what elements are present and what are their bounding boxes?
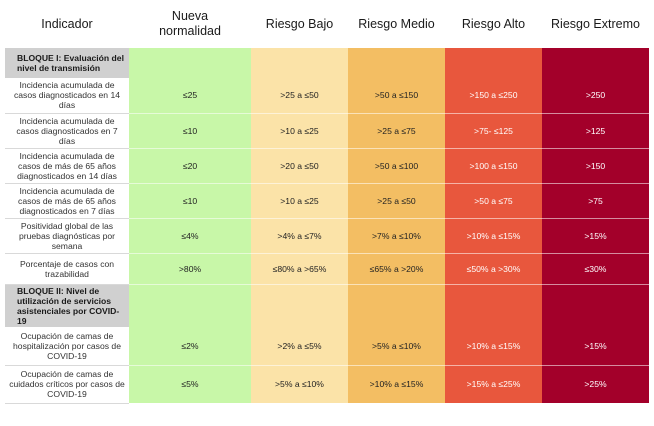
- value-riesgo-extremo: >15%: [542, 327, 649, 366]
- header-row: Indicador Nueva normalidad Riesgo Bajo R…: [5, 0, 649, 48]
- value-riesgo-medio: >7% a ≤10%: [348, 218, 445, 254]
- indicator-label: Ocupación de camas de cuidados críticos …: [5, 365, 129, 404]
- value-nueva-normalidad: ≤20: [129, 148, 251, 184]
- cell-riesgo-bajo: [251, 284, 348, 327]
- value-riesgo-bajo: >4% a ≤7%: [251, 218, 348, 254]
- value-nueva-normalidad: ≤25: [129, 78, 251, 114]
- indicator-label: Incidencia acumulada de casos de más de …: [5, 148, 129, 184]
- value-riesgo-bajo: ≤80% a >65%: [251, 253, 348, 285]
- value-riesgo-extremo: >125: [542, 113, 649, 149]
- indicator-label: Porcentaje de casos con trazabilidad: [5, 253, 129, 285]
- value-nueva-normalidad: ≤4%: [129, 218, 251, 254]
- indicator-label: Incidencia acumulada de casos de más de …: [5, 183, 129, 219]
- value-riesgo-extremo: >250: [542, 78, 649, 114]
- cell-riesgo-alto: [445, 48, 542, 78]
- table-row: Incidencia acumulada de casos diagnostic…: [5, 113, 649, 149]
- value-riesgo-extremo: >25%: [542, 365, 649, 404]
- value-riesgo-extremo: >75: [542, 183, 649, 219]
- value-riesgo-alto: >100 a ≤150: [445, 148, 542, 184]
- cell-nueva-normalidad: [129, 48, 251, 78]
- value-riesgo-bajo: >2% a ≤5%: [251, 327, 348, 366]
- table-row: Incidencia acumulada de casos de más de …: [5, 183, 649, 219]
- value-riesgo-alto: ≤50% a >30%: [445, 253, 542, 285]
- value-riesgo-alto: >10% a ≤15%: [445, 327, 542, 366]
- value-riesgo-alto: >150 a ≤250: [445, 78, 542, 114]
- header-riesgo-bajo: Riesgo Bajo: [265, 16, 334, 31]
- value-riesgo-alto: >10% a ≤15%: [445, 218, 542, 254]
- value-riesgo-medio: >5% a ≤10%: [348, 327, 445, 366]
- table-row: Positividad global de las pruebas diagnó…: [5, 218, 649, 254]
- value-nueva-normalidad: ≤10: [129, 113, 251, 149]
- header-riesgo-alto: Riesgo Alto: [461, 16, 526, 31]
- header-indicator: Indicador: [41, 16, 93, 31]
- risk-indicator-table: Indicador Nueva normalidad Riesgo Bajo R…: [5, 0, 649, 404]
- cell-nueva-normalidad: [129, 284, 251, 327]
- value-riesgo-bajo: >25 a ≤50: [251, 78, 348, 114]
- cell-riesgo-medio: [348, 284, 445, 327]
- cell-riesgo-extremo: [542, 48, 649, 78]
- value-riesgo-bajo: >5% a ≤10%: [251, 365, 348, 404]
- block-header-row: BLOQUE II: Nivel de utilización de servi…: [5, 284, 649, 327]
- value-riesgo-extremo: >150: [542, 148, 649, 184]
- value-riesgo-bajo: >10 a ≤25: [251, 183, 348, 219]
- value-riesgo-medio: ≤65% a >20%: [348, 253, 445, 285]
- value-riesgo-medio: >50 a ≤100: [348, 148, 445, 184]
- cell-riesgo-medio: [348, 48, 445, 78]
- value-nueva-normalidad: ≤2%: [129, 327, 251, 366]
- header-riesgo-extremo: Riesgo Extremo: [551, 16, 640, 31]
- table-row: Ocupación de camas de hospitalización po…: [5, 327, 649, 366]
- table-row: Ocupación de camas de cuidados críticos …: [5, 365, 649, 404]
- header-riesgo-medio: Riesgo Medio: [358, 16, 435, 31]
- indicator-label: Ocupación de camas de hospitalización po…: [5, 327, 129, 366]
- indicator-label: Incidencia acumulada de casos diagnostic…: [5, 113, 129, 149]
- value-riesgo-extremo: ≤30%: [542, 253, 649, 285]
- indicator-label: Incidencia acumulada de casos diagnostic…: [5, 78, 129, 114]
- value-riesgo-medio: >25 a ≤50: [348, 183, 445, 219]
- value-riesgo-bajo: >20 a ≤50: [251, 148, 348, 184]
- value-nueva-normalidad: ≤5%: [129, 365, 251, 404]
- value-riesgo-alto: >15% a ≤25%: [445, 365, 542, 404]
- block-header-row: BLOQUE I: Evaluación del nivel de transm…: [5, 48, 649, 78]
- value-riesgo-alto: >75- ≤125: [445, 113, 542, 149]
- indicator-label: Positividad global de las pruebas diagnó…: [5, 218, 129, 254]
- table-row: Porcentaje de casos con trazabilidad >80…: [5, 253, 649, 285]
- value-riesgo-extremo: >15%: [542, 218, 649, 254]
- block-title: BLOQUE I: Evaluación del nivel de transm…: [5, 48, 129, 78]
- header-nueva-normalidad: Nueva normalidad: [159, 9, 221, 38]
- value-riesgo-medio: >10% a ≤15%: [348, 365, 445, 404]
- table-row: Incidencia acumulada de casos diagnostic…: [5, 78, 649, 114]
- cell-riesgo-bajo: [251, 48, 348, 78]
- value-riesgo-alto: >50 a ≤75: [445, 183, 542, 219]
- block-title: BLOQUE II: Nivel de utilización de servi…: [5, 284, 129, 327]
- value-riesgo-medio: >50 a ≤150: [348, 78, 445, 114]
- table-row: Incidencia acumulada de casos de más de …: [5, 148, 649, 184]
- cell-riesgo-alto: [445, 284, 542, 327]
- value-nueva-normalidad: >80%: [129, 253, 251, 285]
- value-riesgo-bajo: >10 a ≤25: [251, 113, 348, 149]
- cell-riesgo-extremo: [542, 284, 649, 327]
- value-nueva-normalidad: ≤10: [129, 183, 251, 219]
- value-riesgo-medio: >25 a ≤75: [348, 113, 445, 149]
